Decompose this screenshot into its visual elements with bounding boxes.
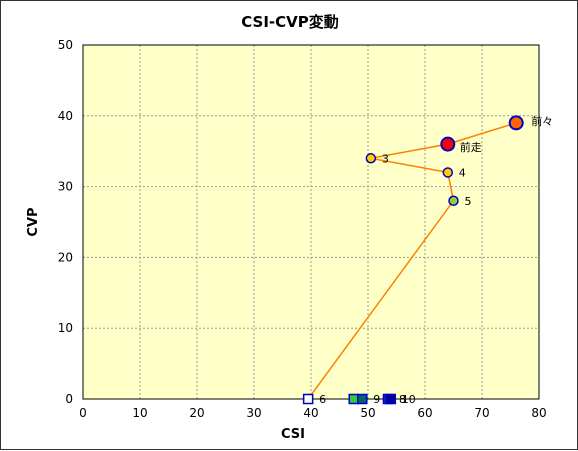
point-label: 前々 xyxy=(531,114,553,128)
point-label: 10 xyxy=(402,393,416,406)
data-point xyxy=(508,115,524,131)
x-tick-label: 70 xyxy=(474,406,489,420)
y-tick-label: 30 xyxy=(58,180,73,194)
y-tick-label: 50 xyxy=(58,38,73,52)
x-tick-label: 40 xyxy=(303,406,318,420)
point-label: 9 xyxy=(373,393,380,406)
y-tick-label: 0 xyxy=(65,392,73,406)
data-point xyxy=(357,393,368,405)
x-tick-label: 80 xyxy=(531,406,546,420)
data-point xyxy=(365,153,377,164)
y-axis-label: CVP xyxy=(26,207,41,236)
y-tick-label: 10 xyxy=(58,321,73,335)
axis-ticks: 0 10 20 30 40 50 60 70 80 0 10 20 30 40 50 xyxy=(58,38,547,420)
x-axis-label: CSI xyxy=(281,427,305,442)
data-point xyxy=(448,195,459,207)
data-points xyxy=(302,115,524,405)
data-point xyxy=(442,167,454,178)
x-tick-label: 30 xyxy=(246,406,261,420)
data-point xyxy=(348,393,359,405)
chart-title: CSI-CVP変動 xyxy=(241,13,339,31)
series-line xyxy=(307,122,517,400)
x-tick-label: 10 xyxy=(132,406,147,420)
data-point xyxy=(385,393,397,405)
x-tick-label: 0 xyxy=(79,406,87,420)
trend-line xyxy=(307,122,517,400)
point-label: 3 xyxy=(382,152,389,165)
x-tick-label: 60 xyxy=(417,406,432,420)
y-tick-label: 40 xyxy=(58,109,73,123)
gridlines xyxy=(82,44,540,400)
x-tick-label: 20 xyxy=(189,406,204,420)
point-label: 前走 xyxy=(460,140,482,154)
point-label: 5 xyxy=(465,195,472,208)
point-label: 4 xyxy=(459,166,466,179)
point-label: 6 xyxy=(319,393,326,406)
point-label: 8 xyxy=(399,393,406,406)
data-point xyxy=(302,393,314,405)
x-tick-label: 50 xyxy=(360,406,375,420)
data-point xyxy=(440,136,456,152)
y-tick-label: 20 xyxy=(58,250,73,264)
